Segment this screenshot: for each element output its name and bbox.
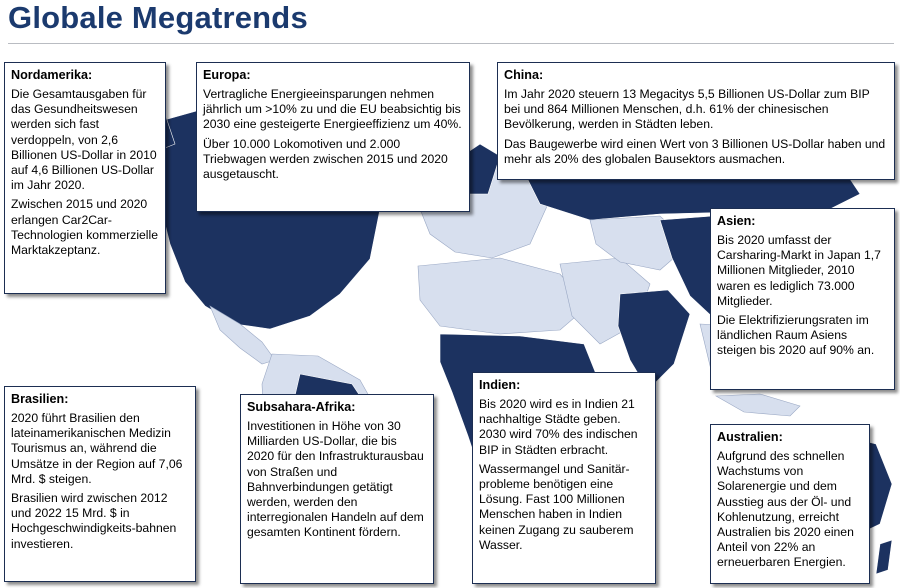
box-text: Vertragliche Energieeinsparungen nehmen … <box>203 87 462 132</box>
title-divider <box>8 43 894 44</box>
map-central-america <box>209 305 276 365</box>
box-text: Zwischen 2015 und 2020 erlangen Car2Car-… <box>11 197 158 258</box>
info-box-china: China: Im Jahr 2020 steuern 13 Megacitys… <box>497 62 895 180</box>
map-new-zealand <box>875 539 893 575</box>
box-text: Bis 2020 wird es in Indien 21 nachhaltig… <box>479 397 638 457</box>
info-box-brasilien: Brasilien: 2020 führt Brasilien den late… <box>4 386 196 582</box>
info-box-australien: Australien: Aufgrund des schnellen Wachs… <box>710 424 870 584</box>
box-text: Über 10.000 Lokomotiven und 2.000 Triebw… <box>203 136 448 182</box>
map-india <box>617 289 691 391</box>
box-text: Aufgrund des schnellen Wachstums von Sol… <box>717 449 854 570</box>
box-heading: Nordamerika: <box>11 68 93 82</box>
box-heading: Asien: <box>717 214 756 228</box>
box-heading: China: <box>504 68 544 82</box>
map-indonesia <box>714 393 801 417</box>
info-box-subsahara-afrika: Subsahara-Afrika: Investitionen in Höhe … <box>240 394 434 584</box>
box-heading: Subsahara-Afrika: <box>247 400 356 414</box>
box-text: Die Elektrifizierungsraten im ländlichen… <box>717 313 875 358</box>
map-north-africa <box>417 257 589 335</box>
box-text: Bis 2020 umfasst der Carsharing-Markt in… <box>717 233 881 308</box>
info-box-asien: Asien: Bis 2020 umfasst der Carsharing-M… <box>710 208 895 390</box>
box-heading: Australien: <box>717 430 783 444</box>
box-heading: Brasilien: <box>11 392 69 406</box>
box-heading: Indien: <box>479 378 521 392</box>
box-text: Das Baugewerbe wird einen Wert von 3 Bil… <box>504 136 886 166</box>
box-text: Brasilien wird zwischen 2012 und 2022 15… <box>11 491 177 551</box>
box-heading: Europa: <box>203 68 251 82</box>
box-text: Die Gesamtausgaben für das Gesundheitswe… <box>11 87 157 193</box>
info-box-indien: Indien: Bis 2020 wird es in Indien 21 na… <box>472 372 656 584</box>
box-text: Investitionen in Höhe von 30 Milliarden … <box>247 419 424 540</box>
page-title: Globale Megatrends <box>8 0 308 35</box>
box-text: 2020 führt Brasilien den lateinamerikani… <box>11 411 183 486</box>
info-box-nordamerika: Nordamerika: Die Gesamtausgaben für das … <box>4 62 166 294</box>
info-box-europa: Europa: Vertragliche Energieeinsparungen… <box>196 62 470 212</box>
box-text: Im Jahr 2020 steuern 13 Megacitys 5,5 Bi… <box>504 87 870 132</box>
box-text: Wassermangel und Sanitär-probleme benöti… <box>479 461 634 552</box>
